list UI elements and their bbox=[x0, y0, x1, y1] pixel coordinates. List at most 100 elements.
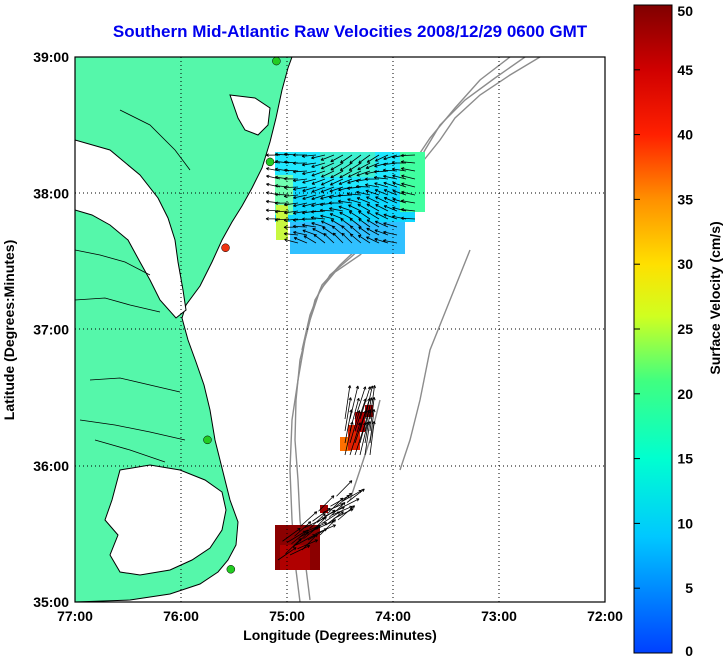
velocity-arrow bbox=[274, 152, 290, 157]
velocity-arrows bbox=[265, 152, 416, 561]
velocity-arrow bbox=[366, 196, 380, 204]
colorbar-tick-label: 50 bbox=[677, 3, 693, 19]
velocity-arrow bbox=[349, 410, 361, 444]
velocity-arrow bbox=[383, 189, 398, 196]
velocity-arrow bbox=[293, 202, 308, 208]
velocity-arrow bbox=[383, 230, 398, 236]
velocity-arrow bbox=[329, 213, 344, 220]
velocity-arrow bbox=[311, 186, 326, 193]
velocity-arrow bbox=[401, 174, 416, 180]
y-tick-label: 36:00 bbox=[33, 458, 69, 474]
velocity-arrow bbox=[330, 170, 344, 179]
sound-water bbox=[104, 464, 227, 576]
velocity-arrow bbox=[292, 178, 308, 183]
x-tick-label: 76:00 bbox=[163, 608, 199, 624]
velocity-arrow bbox=[364, 397, 373, 432]
velocity-arrow bbox=[374, 189, 389, 196]
velocity-arrow bbox=[383, 196, 398, 204]
velocity-arrow bbox=[348, 162, 362, 171]
velocity-arrow bbox=[265, 208, 281, 212]
velocity-arrow bbox=[400, 208, 416, 212]
velocity-arrow bbox=[303, 235, 317, 244]
velocity-arrow bbox=[357, 162, 371, 171]
velocity-arrow bbox=[348, 211, 362, 220]
velocity-arrow bbox=[293, 194, 308, 200]
velocity-arrow bbox=[349, 397, 360, 432]
colorbar-tick-label: 15 bbox=[677, 451, 693, 467]
velocity-arrow bbox=[348, 170, 362, 178]
velocity-arrow bbox=[320, 194, 335, 200]
velocity-arrow bbox=[401, 182, 416, 188]
velocity-arrow bbox=[311, 222, 326, 228]
velocity-arrow bbox=[284, 238, 299, 244]
velocity-arrow bbox=[302, 202, 317, 208]
velocity-arrow bbox=[374, 182, 389, 188]
y-tick-label: 37:00 bbox=[33, 322, 69, 338]
velocity-arrow bbox=[373, 175, 389, 180]
velocity-arrow bbox=[292, 161, 308, 165]
velocity-arrow bbox=[374, 220, 389, 228]
velocity-arrow bbox=[311, 154, 326, 160]
velocity-arrow bbox=[320, 220, 335, 228]
colorbar-tick-label: 35 bbox=[677, 191, 693, 207]
velocity-arrow bbox=[311, 170, 326, 177]
velocity-arrow bbox=[383, 174, 398, 180]
velocity-arrow bbox=[366, 227, 380, 236]
y-tick-label: 38:00 bbox=[33, 185, 69, 201]
colorbar-tick-label: 30 bbox=[677, 256, 693, 272]
velocity-arrow bbox=[293, 230, 308, 236]
velocity-arrow bbox=[329, 207, 344, 212]
velocity-arrow bbox=[311, 178, 326, 185]
station-marker bbox=[265, 157, 275, 167]
velocity-arrow bbox=[401, 167, 416, 172]
x-tick-label: 73:00 bbox=[481, 608, 517, 624]
velocity-arrow bbox=[366, 236, 380, 244]
velocity-arrow bbox=[349, 225, 362, 236]
velocity-arrow bbox=[337, 199, 353, 204]
velocity-arrow bbox=[282, 527, 301, 542]
velocity-arrow bbox=[349, 233, 362, 244]
velocity-arrow bbox=[392, 174, 407, 180]
velocity-arrow bbox=[329, 186, 344, 193]
velocity-arrow bbox=[330, 219, 344, 228]
velocity-arrow bbox=[366, 203, 380, 212]
velocity-arrow bbox=[311, 162, 326, 168]
velocity-arrow bbox=[283, 225, 299, 230]
velocity-arrow bbox=[320, 154, 335, 161]
velocity-arrow bbox=[294, 521, 312, 537]
velocity-arrow bbox=[374, 237, 389, 244]
velocity-arrow bbox=[375, 154, 389, 162]
velocity-arrow bbox=[339, 162, 353, 171]
velocity-arrow bbox=[320, 162, 335, 170]
velocity-arrow bbox=[266, 182, 281, 188]
velocity-arrow bbox=[374, 229, 389, 236]
velocity-arrow bbox=[364, 183, 380, 188]
velocity-arrow bbox=[339, 170, 353, 179]
velocity-arrow bbox=[293, 236, 308, 244]
velocity-arrow bbox=[348, 204, 362, 212]
velocity-arrow bbox=[302, 178, 317, 184]
velocity-arrow bbox=[331, 505, 353, 516]
velocity-arrow bbox=[369, 421, 376, 456]
y-tick-labels: 39:00 38:00 37:00 36:00 35:00 bbox=[33, 49, 69, 610]
velocity-arrow bbox=[331, 225, 344, 236]
y-tick-label: 39:00 bbox=[33, 49, 69, 65]
velocity-arrow bbox=[320, 214, 335, 220]
velocity-arrow bbox=[330, 162, 344, 171]
x-tick-labels: 77:00 76:00 75:00 74:00 73:00 72:00 bbox=[57, 608, 623, 624]
velocity-arrow bbox=[274, 159, 290, 164]
velocity-arrow bbox=[274, 201, 290, 205]
velocity-arrow bbox=[330, 154, 344, 163]
velocity-arrow bbox=[283, 232, 299, 236]
station-marker bbox=[221, 243, 230, 252]
velocity-arrow bbox=[369, 385, 376, 420]
x-tick-label: 74:00 bbox=[375, 608, 411, 624]
velocity-arrow bbox=[292, 224, 308, 229]
velocity-arrow bbox=[283, 185, 299, 190]
velocity-arrow bbox=[392, 197, 407, 204]
velocity-arrow bbox=[319, 208, 335, 213]
velocity-arrow bbox=[366, 154, 380, 163]
velocity-arrow bbox=[274, 184, 290, 188]
